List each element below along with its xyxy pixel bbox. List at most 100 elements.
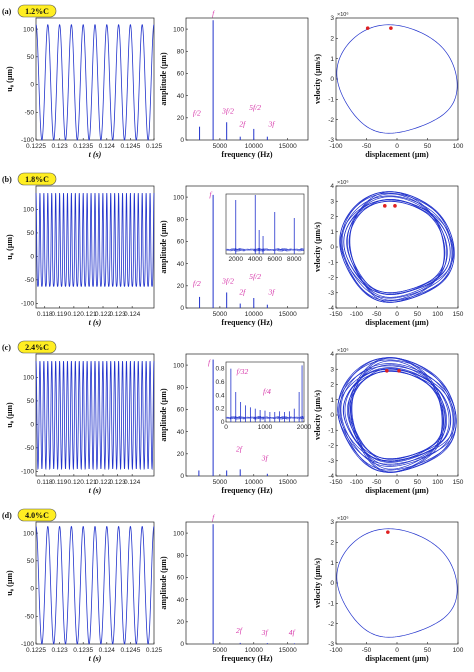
- phase-trajectory: [346, 200, 448, 294]
- time-series-ylabel: u₀ (μm): [5, 234, 14, 260]
- inset-xtick-label: 1000: [258, 424, 273, 431]
- poincare-point: [385, 368, 389, 373]
- phase-xtick-label: 50: [414, 479, 422, 486]
- spectrum-ytick-label: 100: [173, 530, 184, 537]
- phase-trajectory: [341, 191, 453, 303]
- spectrum-peak-label: 3f: [261, 628, 269, 637]
- poincare-point: [365, 26, 370, 30]
- phase-ytick-label: 3: [330, 366, 334, 373]
- time-series-xlabel: t (s): [89, 318, 102, 327]
- phase-trajectory: [347, 364, 447, 466]
- condition-badge-text: 2.4%C: [25, 343, 49, 352]
- inset-xtick-label: 6000: [268, 256, 283, 263]
- spectrum-ytick-label: 40: [177, 93, 185, 100]
- spectrum-ylabel: amplitude (μm): [159, 556, 168, 610]
- spectrum-ytick-label: 60: [177, 407, 185, 414]
- phase-xtick-label: 150: [453, 311, 464, 318]
- phase-xtick-label: 100: [432, 479, 443, 486]
- spectrum-xtick-label: 5000: [213, 311, 228, 318]
- condition-badge-text: 1.2%C: [25, 7, 49, 16]
- phase-ytick-label: -1: [328, 97, 334, 104]
- time-series-frame: [35, 17, 155, 141]
- phase-ytick-label: 1: [330, 56, 334, 63]
- time-series-ytick-label: -50: [25, 613, 35, 620]
- phase-xtick-label: 50: [424, 647, 432, 654]
- phase-ytick-label: 2: [330, 214, 334, 221]
- spectrum-ylabel: amplitude (μm): [159, 220, 168, 274]
- spectrum-ytick-label: 20: [177, 283, 185, 290]
- spectrum-xlabel: frequency (Hz): [221, 486, 273, 495]
- spectrum-ytick-label: 80: [177, 552, 185, 559]
- phase-ylabel: velocity (μm/s): [313, 558, 322, 608]
- time-series-line: [35, 193, 155, 287]
- time-series-ytick-label: -100: [21, 301, 34, 308]
- spectrum-xtick-label: 15000: [279, 647, 297, 654]
- spectrum-xlabel: frequency (Hz): [221, 318, 273, 327]
- phase-xtick-label: 50: [424, 143, 432, 150]
- time-series-xtick-label: 0.1235: [73, 647, 93, 654]
- phase-ytick-label: -2: [328, 275, 334, 282]
- phase-ytick-label: 2: [330, 540, 334, 547]
- spectrum-peak-label: 5f/2: [249, 272, 261, 281]
- phase-trajectory: [343, 201, 451, 293]
- poincare-point: [386, 530, 390, 534]
- time-series-line: [35, 525, 155, 645]
- phase-xlabel: displacement (μm): [365, 486, 429, 495]
- phase-ytick-label: -4: [328, 305, 334, 312]
- phase-exponent: ×10⁶: [337, 347, 349, 354]
- time-series-ytick-label: 50: [27, 54, 35, 61]
- phase-xtick-label: -50: [362, 143, 372, 150]
- phase-xtick-label: -100: [350, 311, 363, 318]
- phase-frame: [335, 17, 459, 141]
- phase-xlabel: displacement (μm): [365, 318, 429, 327]
- phase-ytick-label: 1: [330, 560, 334, 567]
- phase-ytick-label: -2: [328, 443, 334, 450]
- phase-xtick-label: 100: [432, 311, 443, 318]
- spectrum-xtick-label: 10000: [245, 143, 263, 150]
- spectrum-inset-frame: [225, 193, 305, 255]
- phase-frame: [335, 521, 459, 645]
- spectrum-ytick-label: 40: [177, 429, 185, 436]
- phase-ytick-label: -3: [328, 137, 334, 144]
- spectrum-peak-label: f: [212, 9, 215, 18]
- phase-exponent: ×10⁶: [337, 515, 349, 522]
- phase-frame: [335, 185, 459, 309]
- phase-ylabel: velocity (μm/s): [313, 390, 322, 440]
- condition-badge-text: 1.8%C: [25, 175, 49, 184]
- phase-trajectory: [349, 191, 445, 303]
- time-series-frame: [35, 353, 155, 477]
- phase-trajectory: [336, 528, 458, 638]
- inset-ytick-label: 0.4: [215, 392, 224, 399]
- panel-row-3: (d) 4.0%C 0.1225 0.123 0.1235 0.124 0.1245 0.12…: [2, 508, 464, 663]
- spectrum-ytick-label: 80: [177, 384, 185, 391]
- spectrum-xtick-label: 10000: [245, 311, 263, 318]
- time-series-xtick-label: 0.123: [51, 647, 68, 654]
- time-series-frame: [35, 185, 155, 309]
- time-series-ytick-label: 0: [30, 422, 34, 429]
- phase-trajectory: [347, 196, 447, 298]
- phase-xtick-label: -150: [329, 311, 342, 318]
- spectrum-ylabel: amplitude (μm): [159, 52, 168, 106]
- poincare-point: [383, 204, 387, 208]
- phase-ytick-label: 0: [330, 244, 334, 251]
- spectrum-peak-label: 3f/2: [221, 277, 234, 286]
- phase-xtick-label: 0: [395, 143, 399, 150]
- time-series-ytick-label: -100: [21, 469, 34, 476]
- time-series-ytick-label: 50: [27, 398, 35, 405]
- time-series-ytick-label: -100: [21, 137, 34, 144]
- phase-xtick-label: -100: [329, 143, 342, 150]
- phase-trajectory: [337, 357, 457, 473]
- spectrum-ytick-label: 80: [177, 48, 185, 55]
- time-series-ytick-label: 0: [30, 586, 34, 593]
- spectrum-peak-label: 3f/2: [221, 106, 234, 115]
- condition-badge-text: 4.0%C: [25, 511, 49, 520]
- phase-ytick-label: -2: [328, 117, 334, 124]
- spectrum-ytick-label: 0: [180, 137, 184, 144]
- phase-xtick-label: -100: [350, 479, 363, 486]
- spectrum-peak-label: f: [212, 513, 215, 522]
- spectrum-ytick-label: 40: [177, 261, 185, 268]
- time-series-xtick-label: 0.118: [37, 311, 53, 318]
- spectrum-peak-label: f/2: [193, 279, 201, 288]
